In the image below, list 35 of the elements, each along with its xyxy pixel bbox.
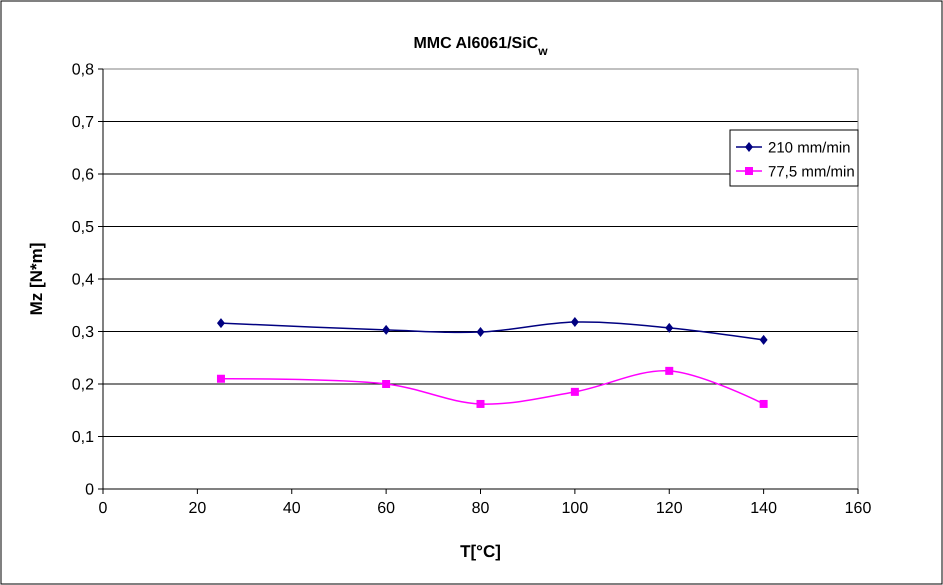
- y-tick-label: 0,2: [72, 376, 94, 394]
- y-axis-title: Mz [N*m]: [27, 242, 46, 316]
- legend-label: 77,5 mm/min: [768, 163, 855, 180]
- y-tick-label: 0,4: [72, 272, 94, 289]
- x-tick-label: 60: [377, 500, 396, 517]
- x-tick-label: 160: [844, 500, 872, 517]
- x-axis-title: T[°C]: [460, 542, 501, 561]
- y-tick-label: 0: [85, 482, 94, 499]
- y-tick-label: 0,7: [72, 114, 94, 132]
- point: [216, 318, 225, 328]
- x-tick-label: 0: [98, 500, 108, 517]
- x-tick-label: 100: [562, 500, 588, 517]
- point: [570, 317, 579, 328]
- chart-title: MMC Al6061/SiC$_{w}$: [413, 35, 548, 58]
- point: [476, 327, 484, 338]
- x-tick-label: 20: [188, 500, 206, 517]
- x-tick-label: 80: [472, 500, 490, 517]
- y-tick-label: 0,8: [72, 62, 94, 79]
- y-tick-label: 0,1: [72, 429, 94, 446]
- point: [570, 388, 579, 396]
- point: [382, 380, 390, 388]
- point: [216, 374, 225, 383]
- point: [760, 400, 768, 408]
- point: [382, 324, 390, 335]
- point: [476, 400, 484, 408]
- x-tick-label: 120: [656, 500, 683, 517]
- point: [760, 334, 768, 345]
- y-tick-label: 0,6: [72, 166, 94, 184]
- point: [665, 366, 674, 375]
- legend-label: 210 mm/min: [768, 139, 851, 156]
- x-tick-label: 40: [282, 500, 301, 517]
- point: [665, 322, 674, 333]
- y-tick-label: 0,5: [72, 219, 94, 236]
- y-tick-label: 0,3: [72, 324, 94, 342]
- x-tick-label: 140: [750, 500, 778, 517]
